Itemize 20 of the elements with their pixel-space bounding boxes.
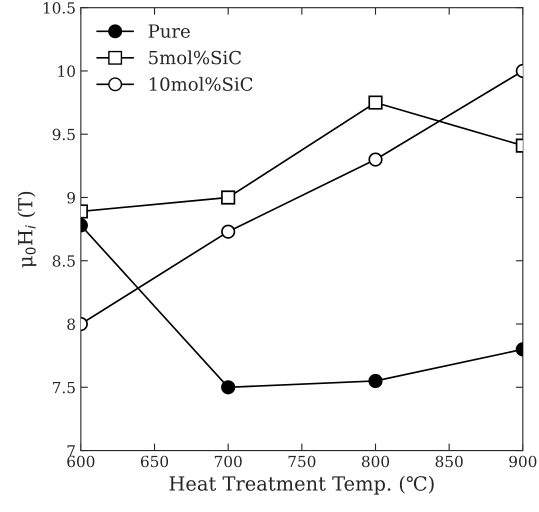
x-tick-label: 700	[214, 456, 242, 468]
x-tick-label: 650	[140, 456, 168, 468]
y-tick-label: 7.5	[52, 382, 75, 394]
x-tick-label: 800	[362, 456, 390, 468]
y-tick-label: 9.5	[52, 128, 75, 140]
y-tick-label: 10	[58, 65, 75, 77]
x-tick-label: 850	[436, 456, 463, 468]
legend-label: 5mol%SiC	[149, 50, 241, 64]
y-tick-label: 8	[67, 318, 75, 330]
y-tick-label: 7	[68, 445, 75, 456]
x-tick-label: 900	[509, 456, 536, 468]
y-tick-label: 10.5	[44, 2, 75, 14]
legend-label: Pure	[148, 24, 190, 38]
x-axis-title: Heat Treatment Temp. (℃)	[169, 476, 434, 495]
y-tick-label: 8.5	[52, 255, 75, 267]
x-tick-label: 600	[67, 456, 94, 468]
legend-label: 10mol%SiC	[150, 76, 252, 91]
y-axis-title: μ$_{0}$H$_{i}$ (T)	[18, 192, 36, 268]
y-tick-label: 9	[67, 192, 75, 204]
x-tick-label: 750	[288, 456, 316, 468]
